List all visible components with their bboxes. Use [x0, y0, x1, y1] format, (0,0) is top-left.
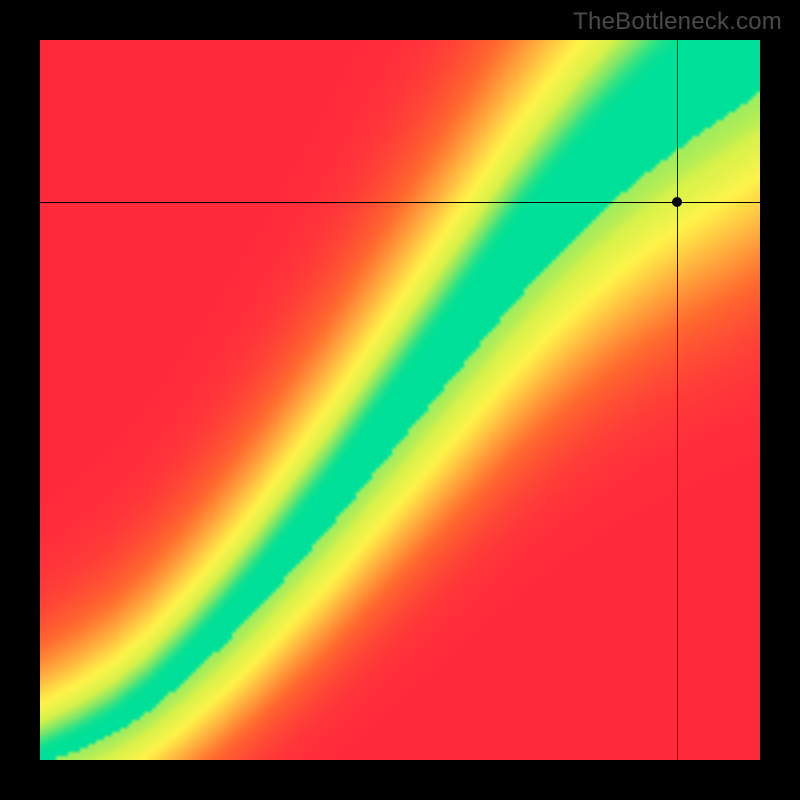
watermark-text: TheBottleneck.com [573, 8, 782, 36]
heatmap-canvas [40, 40, 760, 760]
crosshair-horizontal [40, 202, 760, 203]
plot-area [40, 40, 760, 760]
crosshair-vertical [677, 40, 678, 760]
crosshair-marker [672, 197, 682, 207]
